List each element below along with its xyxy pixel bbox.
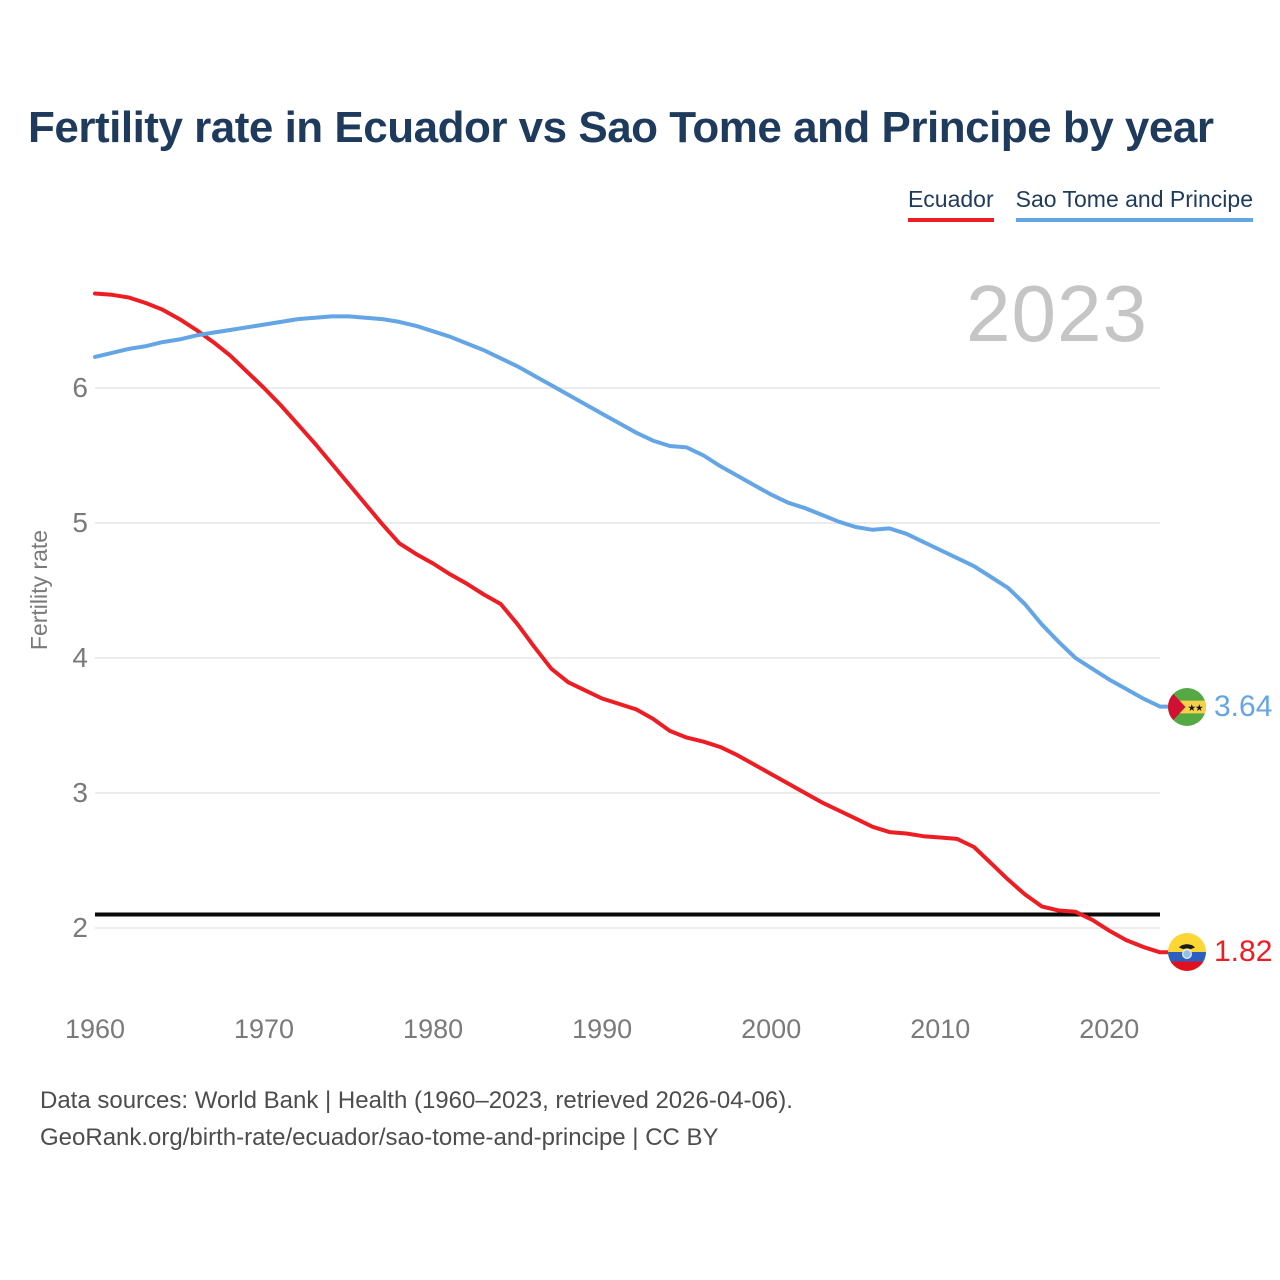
- end-label-sao-tome-and-principe: ★ ★ 3.64: [1168, 687, 1273, 726]
- svg-text:★: ★: [1188, 703, 1197, 714]
- sao-tome-and-principe-flag-icon: ★ ★: [1168, 687, 1206, 726]
- x-tick-label: 1960: [64, 1014, 126, 1044]
- year-watermark: 2023: [966, 269, 1148, 358]
- ecuador-flag-icon: [1168, 933, 1206, 972]
- legend-item-sao-tome-and-principe[interactable]: Sao Tome and Principe: [1015, 186, 1253, 222]
- x-tick-label: 2000: [741, 1014, 802, 1044]
- series-line-ecuador: [93, 291, 1169, 955]
- x-tick-label: 1990: [572, 1014, 633, 1044]
- legend: Ecuador Sao Tome and Principe: [907, 186, 1253, 222]
- data-source-note: Data sources: World Bank | Health (1960–…: [40, 1087, 793, 1114]
- y-tick-label: 5: [72, 507, 88, 538]
- svg-text:★: ★: [1195, 703, 1204, 714]
- x-tick-label: 1970: [234, 1014, 295, 1044]
- x-tick-label: 2020: [1079, 1014, 1140, 1044]
- x-tick-label: 2010: [910, 1014, 971, 1044]
- y-tick-label: 3: [72, 777, 88, 808]
- legend-item-ecuador[interactable]: Ecuador: [907, 186, 994, 222]
- y-tick-label: 2: [72, 912, 88, 943]
- attribution-note: GeoRank.org/birth-rate/ecuador/sao-tome-…: [40, 1124, 719, 1151]
- end-value-ecuador: 1.82: [1214, 935, 1273, 969]
- x-tick-label: 1980: [403, 1014, 464, 1044]
- y-tick-label: 6: [72, 372, 88, 403]
- chart-title: Fertility rate in Ecuador vs Sao Tome an…: [28, 103, 1214, 152]
- end-label-ecuador: 1.82: [1168, 933, 1273, 972]
- y-tick-label: 4: [72, 642, 88, 673]
- series-line-sao-tome-and-principe: [93, 314, 1169, 709]
- end-value-sao-tome-and-principe: 3.64: [1214, 689, 1273, 723]
